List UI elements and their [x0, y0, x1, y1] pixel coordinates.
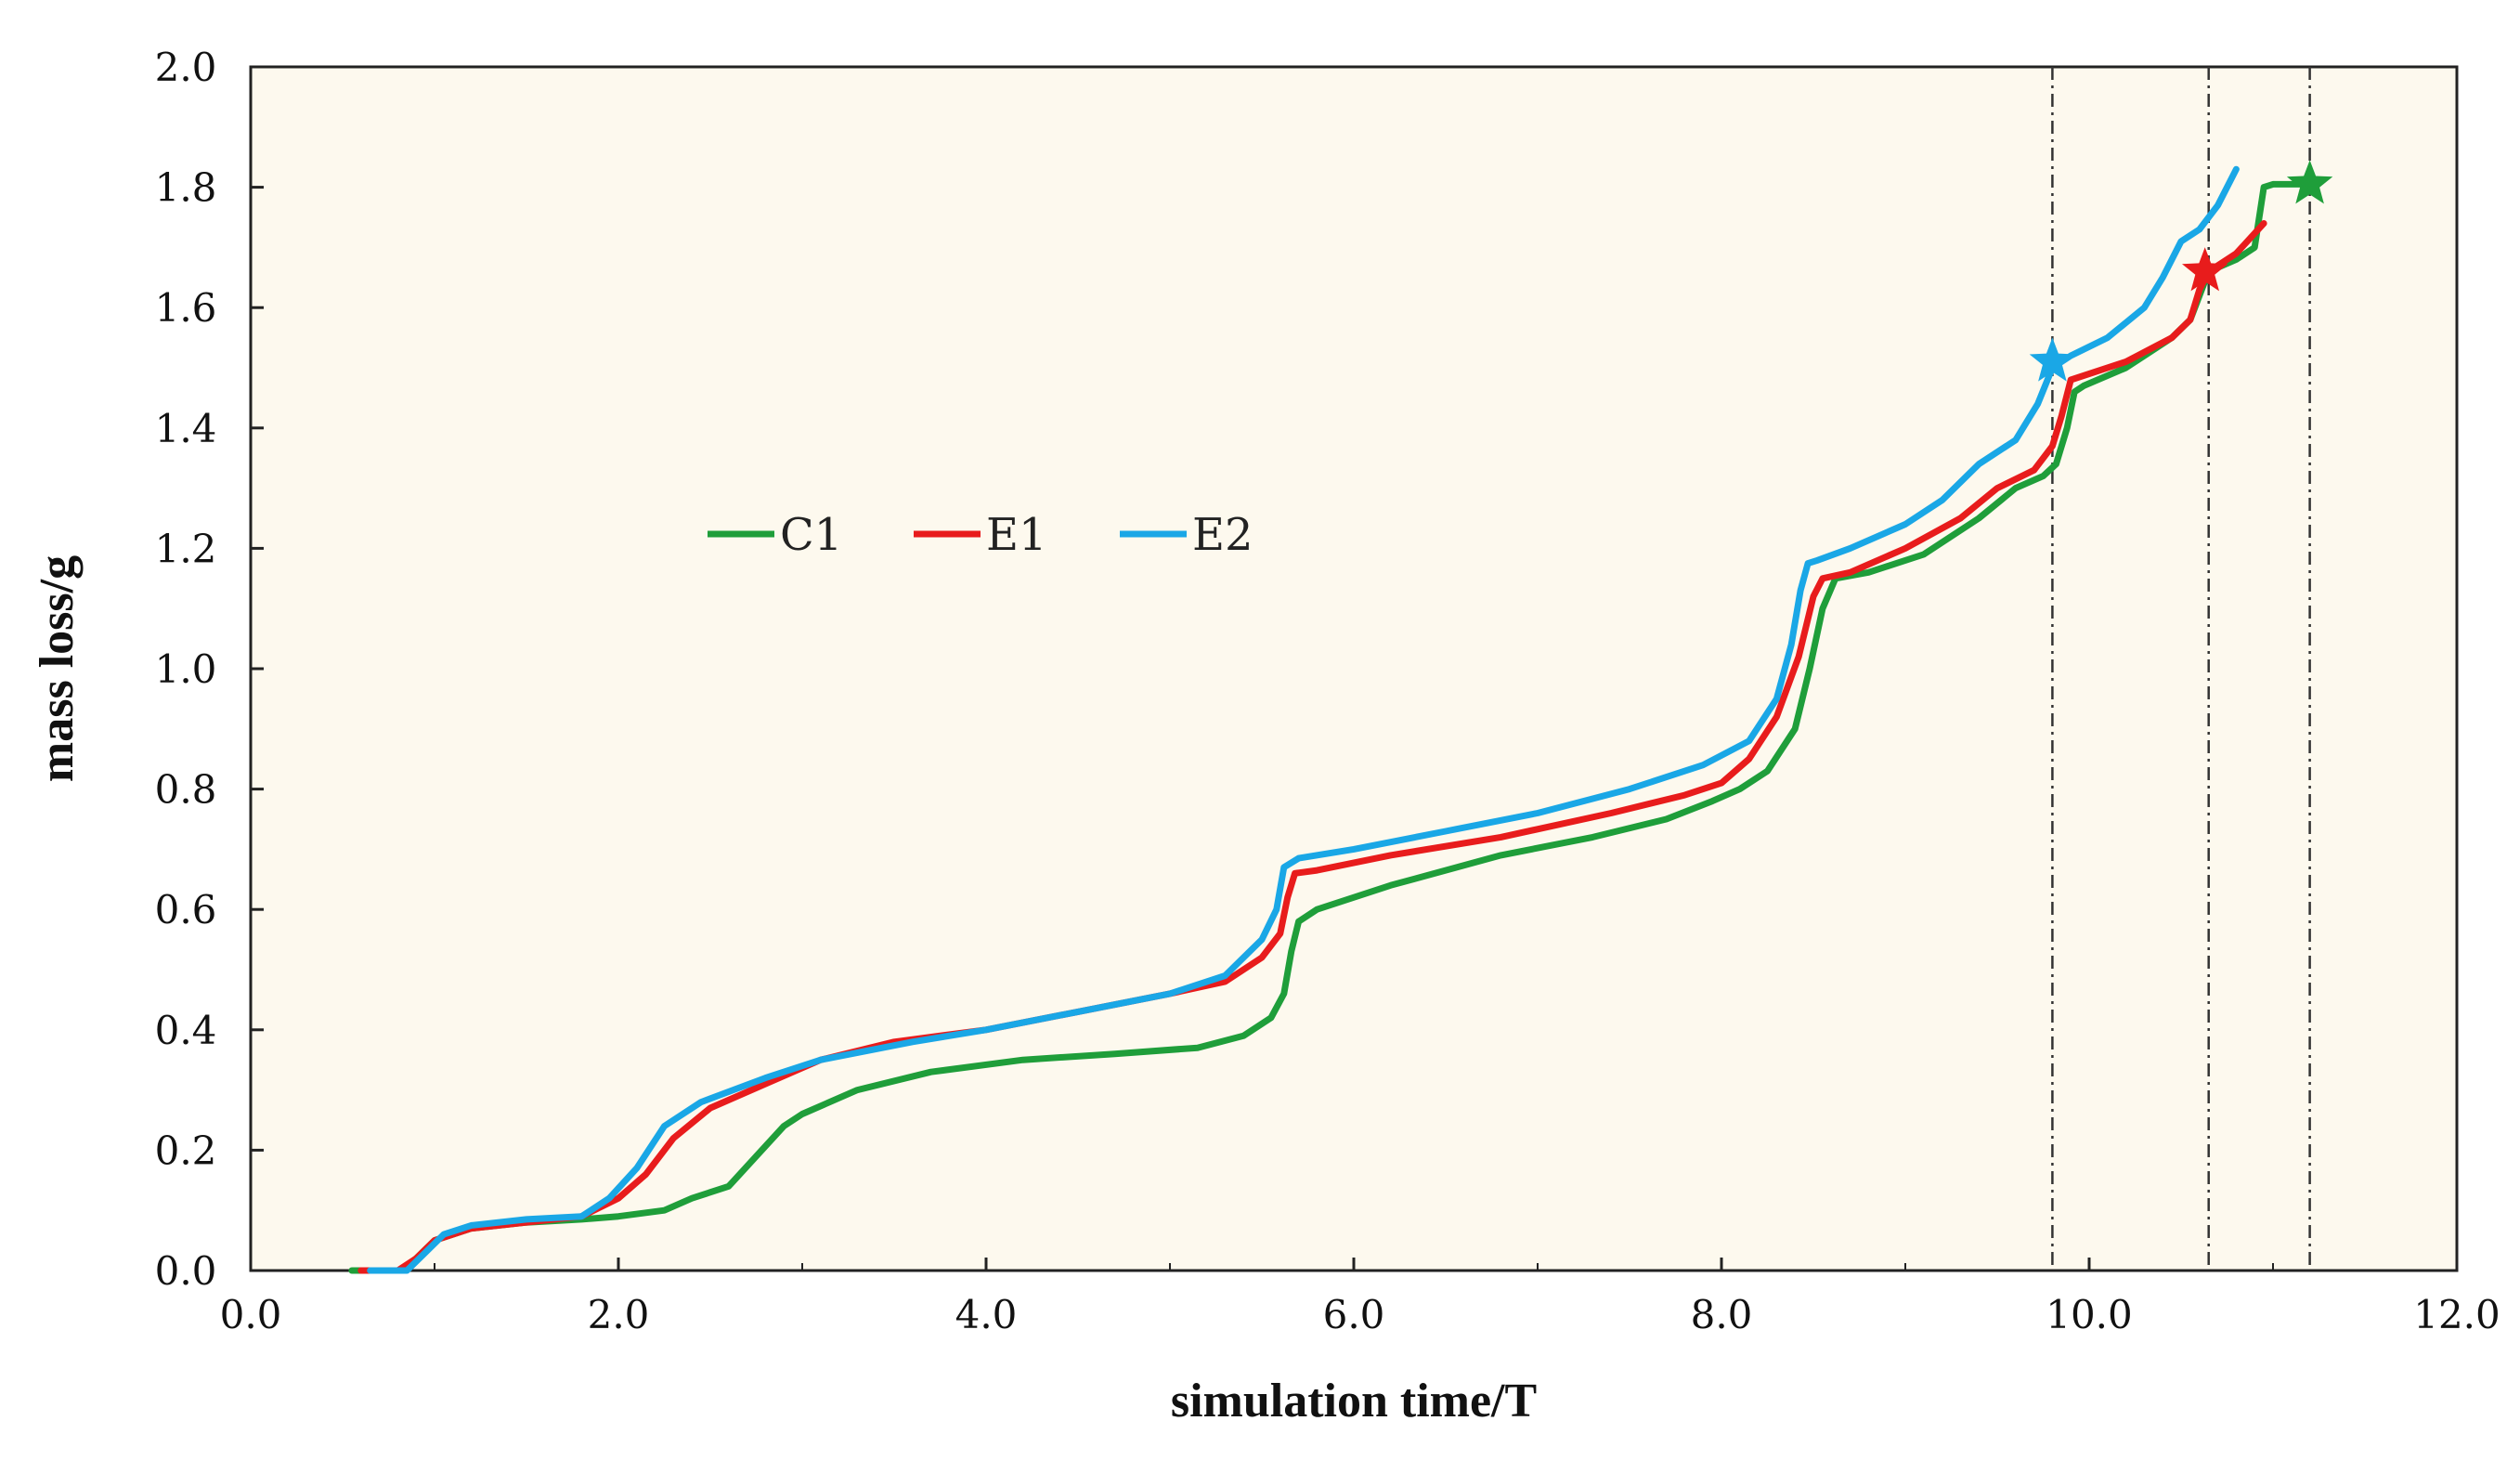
legend-label-c1: C1	[780, 509, 842, 561]
y-tick-label: 0.2	[155, 1128, 217, 1173]
legend-label-e2: E2	[1192, 509, 1254, 561]
series-line-c1	[348, 180, 2314, 1274]
y-tick-label: 0.4	[155, 1008, 217, 1053]
y-tick-label: 0.8	[155, 767, 217, 813]
y-axis-title: mass loss/g	[31, 555, 84, 782]
y-tick-label: 1.8	[155, 165, 217, 211]
x-tick-label: 8.0	[1691, 1292, 1753, 1337]
star-marker-e1	[2182, 247, 2228, 292]
y-tick-label: 2.0	[155, 45, 217, 90]
y-tick-label: 1.0	[155, 646, 217, 692]
x-tick-label: 4.0	[955, 1292, 1018, 1337]
x-tick-label: 12.0	[2413, 1292, 2501, 1337]
y-tick-label: 0.6	[155, 887, 217, 932]
star-marker-c1	[2286, 160, 2333, 204]
y-tick-label: 0.0	[155, 1248, 217, 1294]
plot-area	[249, 65, 2459, 1272]
x-axis-title: simulation time/T	[1171, 1375, 1537, 1427]
legend: C1 E1 E2	[708, 509, 1254, 561]
y-tick-label: 1.2	[155, 526, 217, 571]
star-marker-e2	[2029, 337, 2076, 382]
y-tick-label: 1.6	[155, 285, 217, 331]
legend-label-e1: E1	[986, 509, 1047, 561]
x-tick-label: 6.0	[1323, 1292, 1385, 1337]
x-tick-label: 10.0	[2046, 1292, 2133, 1337]
y-tick-label: 1.4	[155, 406, 217, 451]
x-tick-label: 2.0	[588, 1292, 650, 1337]
x-tick-label: 0.0	[220, 1292, 282, 1337]
series-line-e1	[357, 220, 2267, 1274]
